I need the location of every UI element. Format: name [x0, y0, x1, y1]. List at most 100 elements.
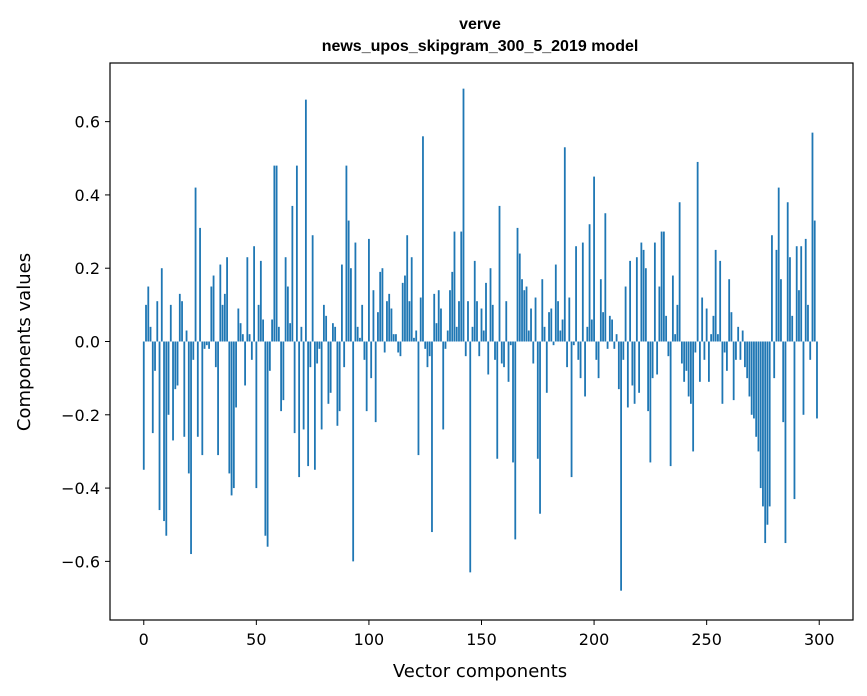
- bar-129: [433, 293, 436, 342]
- bar-237: [676, 304, 679, 342]
- bar-161: [505, 301, 508, 342]
- bar-81: [325, 315, 328, 342]
- bar-151: [482, 330, 485, 342]
- bar-265: [739, 341, 742, 360]
- bar-188: [566, 341, 568, 368]
- bar-177: [541, 279, 544, 342]
- bar-32: [214, 341, 217, 368]
- bar-158: [498, 205, 501, 342]
- bar-290: [795, 246, 798, 342]
- bar-108: [386, 301, 388, 342]
- bar-44: [241, 334, 244, 342]
- y-axis-label: Components values: [14, 253, 35, 431]
- bar-185: [559, 330, 562, 342]
- bar-276: [764, 341, 767, 544]
- bar-87: [338, 341, 341, 412]
- bar-78: [318, 341, 321, 349]
- bar-234: [669, 341, 672, 467]
- bar-201: [595, 341, 598, 360]
- bar-15: [176, 341, 179, 386]
- bar-281: [775, 249, 778, 342]
- bar-178: [543, 326, 546, 342]
- bar-79: [320, 341, 323, 430]
- bar-47: [248, 334, 251, 342]
- bars-group: [142, 88, 818, 591]
- bar-272: [755, 341, 758, 437]
- bar-273: [757, 341, 760, 452]
- bar-260: [728, 279, 731, 342]
- x-tick-label-50: 50: [246, 630, 266, 649]
- bar-202: [597, 341, 600, 379]
- bar-170: [525, 286, 528, 342]
- bar-121: [415, 330, 418, 342]
- bar-194: [579, 341, 582, 379]
- bar-154: [489, 268, 492, 342]
- bar-155: [491, 304, 494, 342]
- bar-257: [721, 341, 724, 404]
- bar-156: [494, 341, 496, 360]
- bar-250: [705, 308, 708, 342]
- bar-166: [516, 227, 519, 342]
- bar-248: [701, 297, 704, 342]
- bar-238: [678, 202, 681, 342]
- bar-270: [750, 341, 753, 415]
- bar-103: [374, 341, 377, 423]
- x-tick-label-150: 150: [466, 630, 497, 649]
- bar-160: [503, 341, 505, 368]
- bar-27: [203, 341, 206, 349]
- bar-92: [350, 268, 352, 342]
- bar-203: [599, 279, 602, 342]
- bar-40: [232, 341, 235, 489]
- bar-241: [685, 341, 688, 371]
- bar-57: [271, 319, 274, 342]
- bar-225: [649, 341, 652, 463]
- bar-221: [640, 242, 643, 342]
- bar-90: [345, 165, 348, 342]
- bar-266: [741, 330, 744, 342]
- bar-292: [800, 246, 803, 342]
- bar-72: [304, 99, 307, 342]
- bar-45: [244, 341, 246, 386]
- bar-135: [446, 330, 449, 342]
- chart-title: verve: [459, 16, 501, 33]
- bar-140: [458, 301, 460, 342]
- bar-137: [451, 271, 454, 342]
- bar-218: [633, 341, 636, 404]
- bar-20: [187, 341, 190, 474]
- bar-291: [798, 290, 800, 342]
- bar-41: [235, 341, 237, 408]
- bar-244: [692, 341, 695, 452]
- bar-299: [816, 341, 818, 419]
- bar-275: [762, 341, 764, 507]
- bar-28: [205, 341, 208, 346]
- bar-219: [635, 257, 638, 342]
- y-tick-label-3: 0.0: [75, 333, 100, 352]
- bar-255: [717, 334, 719, 342]
- bar-95: [356, 326, 359, 342]
- bar-186: [561, 319, 564, 342]
- bar-277: [766, 341, 769, 525]
- bar-128: [431, 341, 433, 533]
- bar-84: [332, 323, 334, 342]
- bar-176: [539, 341, 541, 514]
- bar-256: [719, 260, 722, 342]
- bar-190: [570, 341, 573, 478]
- bar-71: [302, 341, 305, 430]
- x-tick-label-100: 100: [354, 630, 385, 649]
- bar-289: [793, 341, 796, 500]
- bar-196: [584, 341, 586, 397]
- bar-271: [753, 341, 755, 419]
- bar-282: [777, 187, 780, 342]
- bar-287: [789, 257, 791, 342]
- bar-162: [507, 341, 510, 382]
- bar-22: [192, 341, 195, 360]
- bar-210: [615, 334, 618, 342]
- bar-61: [280, 341, 283, 412]
- bar-230: [660, 231, 663, 342]
- bar-205: [604, 213, 607, 342]
- bar-252: [710, 334, 713, 342]
- bar-193: [577, 341, 580, 360]
- bar-279: [771, 235, 773, 342]
- bar-48: [250, 341, 253, 360]
- bar-263: [735, 341, 737, 360]
